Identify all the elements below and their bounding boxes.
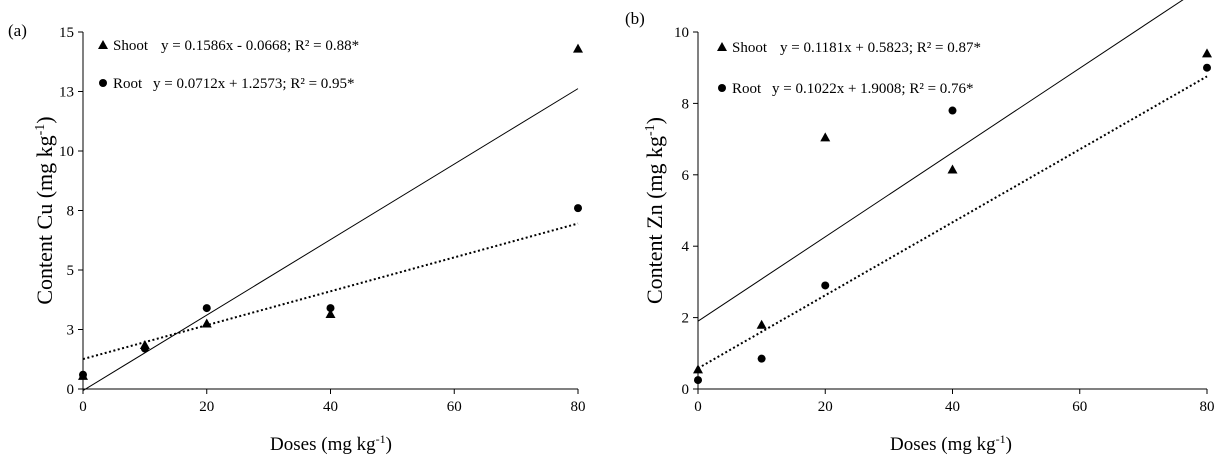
y-tick-label: 8 [67,204,75,220]
trendline-shoot [82,88,579,392]
x-tick-label: 80 [1200,399,1215,415]
x-axis-label: Doses (mg kg-1) [890,432,1012,455]
x-tick-label: 60 [447,399,462,415]
x-tick-label: 40 [323,399,338,415]
trendline-root [697,75,1208,370]
data-point-shoot [756,319,767,329]
panel-label: (a) [8,21,27,40]
data-point-root [694,376,702,385]
data-point-root [140,344,149,353]
y-axis-label: Content Zn (mg kg-1) [642,117,667,304]
data-point-shoot [693,364,703,374]
y-axis-label-superscript: -1 [643,124,658,136]
trendline-root [82,222,579,361]
x-tick-label: 0 [694,399,702,415]
data-point-root [202,304,211,313]
x-axis-label-superscript: -1 [996,432,1006,446]
data-point-root [948,106,957,115]
x-tick-label: 80 [571,399,586,415]
legend-series-name: Root [732,81,762,97]
data-point-shoot [325,309,336,319]
data-point-root [574,204,582,213]
x-tick-label: 20 [818,399,833,415]
y-axis-label-text: Content Zn (mg kg [642,136,667,304]
legend-equation: y = 0.1586x - 0.0668; R² = 0.88* [161,38,359,54]
legend-marker-root [99,79,107,87]
data-point-shoot [1202,48,1212,58]
y-tick-label: 5 [67,263,75,279]
y-tick-label: 0 [682,382,690,398]
y-tick-label: 6 [682,168,690,184]
legend-equation: y = 0.1181x + 0.5823; R² = 0.87* [780,40,981,56]
data-point-root [757,354,766,363]
x-axis-label-text: Doses (mg kg [890,434,996,455]
data-point-shoot [201,318,212,328]
y-axis-label-end: ) [32,116,57,123]
y-tick-label: 0 [67,382,75,398]
x-axis-label-end: ) [1006,434,1012,455]
data-point-shoot [820,132,831,142]
panel-label: (b) [625,9,645,28]
x-axis-label-superscript: -1 [376,432,386,446]
y-axis-label-text: Content Cu (mg kg [32,135,57,304]
legend-series-name: Root [113,76,143,92]
data-point-root [326,304,335,313]
legend-equation: y = 0.0712x + 1.2573; R² = 0.95* [153,76,355,92]
x-tick-label: 0 [79,399,87,415]
y-axis-label: Content Cu (mg kg-1) [32,116,57,304]
data-point-shoot [947,164,958,174]
y-tick-label: 10 [59,144,74,160]
legend-marker-shoot [717,42,727,51]
y-tick-label: 13 [59,85,74,101]
data-point-root [79,370,87,379]
data-point-root [1203,63,1211,72]
x-axis-label-end: ) [386,434,392,455]
data-point-root [821,281,830,290]
x-tick-label: 20 [199,399,214,415]
legend-series-name: Shoot [113,38,149,54]
legend-marker-shoot [98,40,108,49]
trendline-shoot [697,0,1184,322]
y-tick-label: 8 [682,96,690,112]
data-point-shoot [573,43,583,53]
y-axis-label-superscript: -1 [33,124,48,136]
legend-series-name: Shoot [732,40,768,56]
y-axis-label-end: ) [642,117,667,124]
y-tick-label: 15 [59,25,74,41]
y-tick-label: 10 [674,25,689,41]
x-tick-label: 60 [1072,399,1087,415]
x-axis-label-text: Doses (mg kg [270,434,376,455]
y-tick-label: 3 [67,323,75,339]
legend-equation: y = 0.1022x + 1.9008; R² = 0.76* [772,81,974,97]
legend-marker-root [718,84,726,92]
y-tick-label: 4 [682,239,690,255]
x-axis-label: Doses (mg kg-1) [270,432,392,455]
y-tick-label: 2 [682,311,690,327]
x-tick-label: 40 [945,399,960,415]
